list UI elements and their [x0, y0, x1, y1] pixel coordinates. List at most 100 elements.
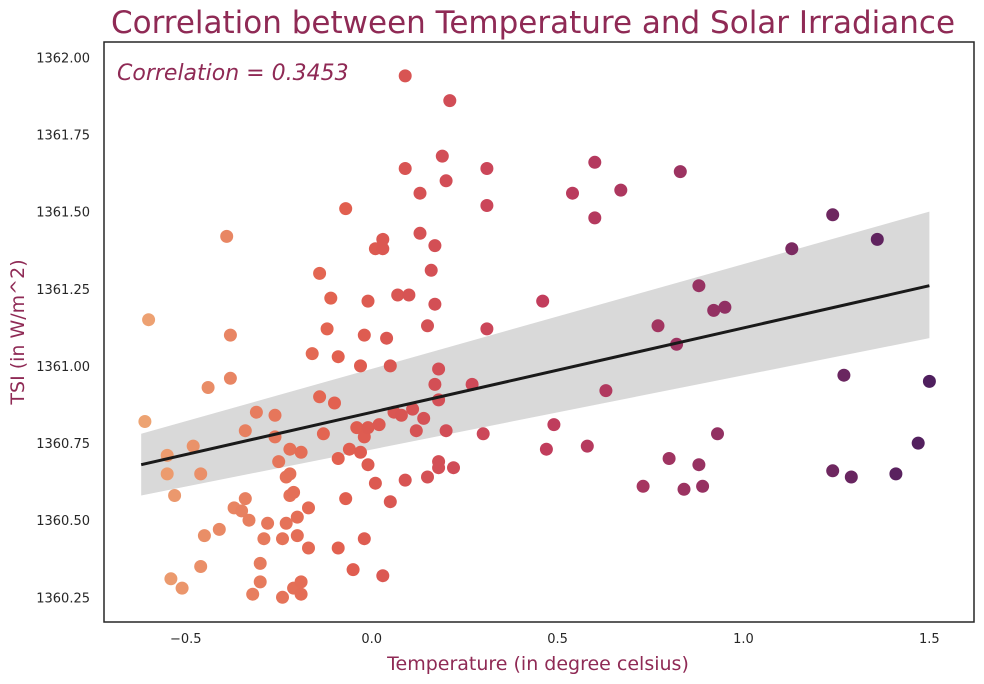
scatter-point	[324, 291, 338, 305]
scatter-point	[424, 263, 438, 277]
scatter-point	[413, 226, 427, 240]
scatter-point	[476, 427, 490, 441]
scatter-point	[376, 242, 390, 256]
scatter-point	[439, 174, 453, 188]
scatter-point	[283, 442, 297, 456]
scatter-point	[394, 408, 408, 422]
scatter-point	[160, 467, 174, 481]
scatter-point	[614, 183, 628, 197]
scatter-point	[238, 424, 252, 438]
scatter-point	[186, 439, 200, 453]
scatter-point	[253, 556, 267, 570]
scatter-point	[320, 322, 334, 336]
scatter-point	[331, 541, 345, 555]
scatter-point	[354, 359, 367, 373]
scatter-point	[599, 384, 613, 398]
scatter-point	[294, 445, 308, 459]
scatter-point	[376, 569, 390, 583]
scatter-point	[342, 442, 356, 456]
scatter-point	[302, 541, 315, 555]
scatter-point	[380, 331, 394, 345]
scatter-point	[361, 421, 375, 435]
scatter-point	[212, 522, 226, 536]
scatter-point	[283, 467, 297, 481]
scatter-point	[417, 411, 431, 425]
scatter-point	[197, 529, 211, 543]
y-tick-label: 1360.25	[36, 591, 90, 606]
scatter-point	[443, 94, 457, 108]
scatter-point	[539, 442, 553, 456]
scatter-point	[302, 501, 315, 515]
scatter-point	[220, 229, 234, 243]
scatter-point	[346, 563, 360, 577]
scatter-point	[398, 473, 412, 487]
scatter-points-layer	[138, 69, 936, 604]
scatter-point	[480, 162, 494, 175]
scatter-point	[331, 350, 345, 364]
scatter-point	[357, 532, 371, 546]
y-tick-label: 1360.50	[36, 514, 90, 529]
scatter-point	[194, 560, 208, 573]
scatter-point	[223, 371, 237, 385]
scatter-point	[432, 362, 446, 376]
scatter-point	[235, 504, 249, 518]
scatter-point	[826, 208, 840, 222]
chart-title: Correlation between Temperature and Sola…	[111, 5, 955, 41]
scatter-point	[268, 408, 282, 422]
scatter-point	[313, 266, 327, 280]
scatter-point	[316, 427, 330, 441]
y-tick-label: 1360.75	[36, 437, 90, 452]
scatter-point	[361, 294, 375, 308]
scatter-point	[911, 436, 925, 450]
scatter-point	[692, 279, 706, 293]
scatter-point	[223, 328, 237, 342]
scatter-point	[428, 239, 442, 253]
correlation-annotation: Correlation = 0.3453	[117, 61, 349, 86]
confidence-band-layer	[141, 211, 930, 496]
scatter-point	[201, 381, 215, 394]
scatter-point	[290, 529, 304, 543]
scatter-point	[844, 470, 858, 484]
scatter-point	[257, 532, 271, 546]
scatter-point	[588, 155, 602, 169]
y-axis-ticks: 1360.25 1360.50 1360.75 1361.00 1361.25 1361.…	[36, 51, 90, 606]
scatter-point	[447, 461, 460, 475]
scatter-point	[662, 452, 676, 465]
x-tick-label: 0.5	[547, 632, 568, 647]
scatter-point	[718, 300, 732, 314]
x-tick-label: 1.5	[919, 632, 940, 647]
scatter-point	[253, 575, 267, 589]
scatter-point	[276, 532, 289, 546]
scatter-point	[350, 421, 364, 435]
scatter-point	[406, 402, 420, 416]
scatter-point	[313, 390, 327, 404]
confidence-band	[141, 211, 930, 496]
scatter-point	[175, 581, 189, 595]
scatter-point	[536, 294, 550, 308]
scatter-point	[636, 479, 650, 493]
x-axis-label: Temperature (in degree celsius)	[386, 653, 689, 675]
scatter-point	[428, 377, 442, 391]
scatter-point	[294, 587, 308, 601]
scatter-point	[276, 590, 289, 604]
scatter-point	[305, 347, 319, 361]
scatter-point	[677, 482, 691, 496]
scatter-point	[246, 587, 260, 601]
scatter-point	[480, 322, 494, 336]
scatter-point	[138, 415, 152, 428]
scatter-point	[398, 162, 412, 175]
scatter-point	[432, 461, 446, 475]
scatter-point	[696, 479, 710, 493]
scatter-point	[435, 149, 449, 163]
scatter-point	[480, 199, 494, 212]
x-tick-label: 0.0	[361, 632, 382, 647]
x-tick-label: −0.5	[170, 632, 202, 647]
scatter-point	[272, 455, 286, 469]
y-tick-label: 1361.00	[36, 360, 90, 375]
y-tick-label: 1362.00	[36, 51, 90, 66]
scatter-point	[287, 485, 301, 499]
scatter-point	[354, 445, 367, 459]
scatter-point	[357, 328, 371, 342]
scatter-point	[889, 467, 903, 481]
